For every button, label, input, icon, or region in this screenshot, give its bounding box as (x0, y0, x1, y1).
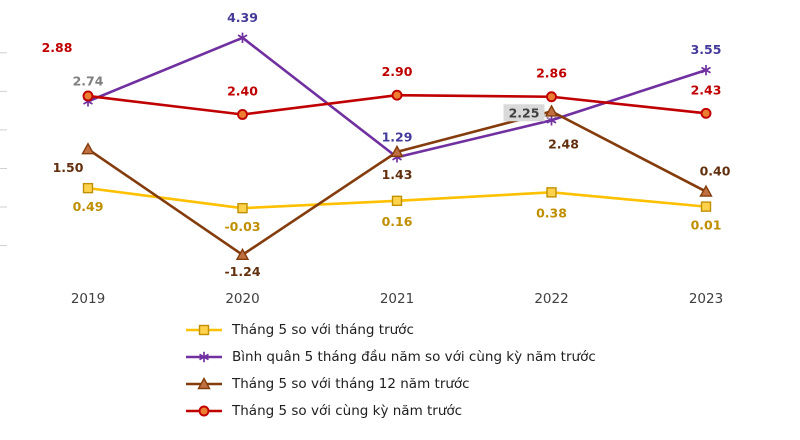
svg-text:3.55: 3.55 (691, 42, 722, 57)
svg-text:2019: 2019 (71, 291, 105, 307)
svg-text:2020: 2020 (225, 291, 259, 307)
svg-text:2.40: 2.40 (227, 83, 258, 98)
svg-text:0.38: 0.38 (536, 205, 567, 220)
svg-text:2022: 2022 (534, 291, 568, 307)
legend-item-5month-average-yoy: Bình quân 5 tháng đầu năm so với cùng kỳ… (185, 347, 596, 366)
legend-label: Tháng 5 so với tháng 12 năm trước (232, 375, 470, 392)
svg-text:4.39: 4.39 (227, 10, 258, 25)
svg-text:2021: 2021 (380, 291, 414, 307)
svg-text:0.49: 0.49 (73, 199, 104, 214)
svg-text:-0.03: -0.03 (224, 219, 260, 234)
svg-text:1.29: 1.29 (382, 129, 413, 144)
svg-text:2.88: 2.88 (42, 40, 73, 55)
legend-item-vs-december-last-year: Tháng 5 so với tháng 12 năm trước (185, 374, 596, 393)
svg-text:0.40: 0.40 (700, 164, 731, 179)
svg-text:1.50: 1.50 (53, 160, 84, 175)
svg-text:2023: 2023 (689, 291, 723, 307)
svg-text:2.86: 2.86 (536, 66, 567, 81)
chart-legend: Tháng 5 so với tháng trước Bình quân 5 t… (185, 320, 596, 420)
svg-text:2.74: 2.74 (73, 73, 104, 88)
svg-text:2.48: 2.48 (548, 136, 579, 151)
triangle-marker-icon (185, 376, 223, 392)
legend-label: Tháng 5 so với tháng trước (232, 321, 414, 338)
chart-plot-area: 0.49 -0.03 0.16 0.38 0.01 2.74 4.39 1.29 2.25 3.5… (0, 10, 731, 307)
square-marker-icon (185, 322, 223, 338)
svg-text:0.01: 0.01 (691, 218, 722, 233)
svg-text:2.43: 2.43 (691, 82, 722, 97)
asterisk-marker-icon (185, 349, 223, 365)
legend-label: Bình quân 5 tháng đầu năm so với cùng kỳ… (232, 348, 596, 365)
legend-item-vs-same-period-last-year: Tháng 5 so với cùng kỳ năm trước (185, 401, 596, 420)
legend-item-vs-previous-month: Tháng 5 so với tháng trước (185, 320, 596, 339)
svg-text:-1.24: -1.24 (224, 264, 260, 279)
svg-text:0.16: 0.16 (382, 214, 413, 229)
circle-marker-icon (185, 403, 223, 419)
svg-text:2.25: 2.25 (509, 105, 540, 120)
svg-text:2.90: 2.90 (382, 64, 413, 79)
legend-label: Tháng 5 so với cùng kỳ năm trước (232, 402, 463, 419)
svg-text:1.43: 1.43 (382, 167, 413, 182)
